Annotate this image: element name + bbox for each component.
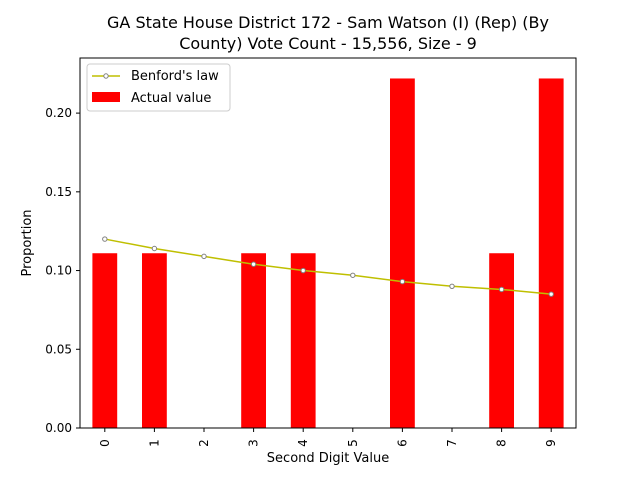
benford-point-digit-5 bbox=[350, 272, 356, 278]
legend-frame bbox=[86, 63, 231, 112]
y-tick-label: 0.00 bbox=[45, 421, 72, 435]
x-tick-label: 6 bbox=[395, 439, 409, 447]
benford-point-digit-3 bbox=[250, 261, 257, 267]
plot-frame bbox=[79, 57, 577, 429]
legend-label-benford: Benford's law bbox=[131, 69, 219, 84]
bar-series bbox=[92, 78, 564, 429]
x-tick-label: 1 bbox=[147, 439, 161, 447]
x-tick-label: 9 bbox=[544, 439, 558, 447]
bar-digit-8 bbox=[489, 253, 514, 428]
y-axis-label: Proportion bbox=[20, 209, 35, 276]
x-tick-label: 3 bbox=[247, 439, 261, 447]
y-tick-label: 0.10 bbox=[45, 264, 72, 278]
chart-title-line-2: County) Vote Count - 15,556, Size - 9 bbox=[179, 34, 477, 53]
y-tick-label: 0.15 bbox=[45, 185, 72, 199]
bar-digit-0 bbox=[92, 253, 118, 428]
x-axis-label: Second Digit Value bbox=[267, 451, 389, 466]
benford-point-digit-4 bbox=[300, 267, 306, 274]
x-tick-label: 7 bbox=[445, 439, 459, 447]
benford-point-digit-6 bbox=[399, 278, 406, 285]
bar-digit-3 bbox=[241, 253, 266, 428]
bar-digit-4 bbox=[290, 253, 316, 428]
legend: Benford's law Actual value bbox=[86, 63, 231, 112]
y-tick-label: 0.20 bbox=[45, 106, 72, 120]
benford-point-digit-2 bbox=[201, 253, 207, 260]
bar-digit-9 bbox=[538, 78, 564, 429]
y-tick-label: 0.05 bbox=[45, 342, 72, 356]
benford-point-digit-0 bbox=[102, 236, 108, 242]
benford-line bbox=[104, 238, 552, 295]
benford-point-digit-1 bbox=[151, 245, 158, 252]
x-tick-label: 8 bbox=[495, 439, 509, 447]
benford-point-digit-7 bbox=[449, 283, 455, 289]
chart-title-line-1: GA State House District 172 - Sam Watson… bbox=[107, 13, 549, 32]
legend-swatch-actual-bar bbox=[92, 92, 120, 102]
x-axis: 0 1 2 3 4 5 6 7 8 9 bbox=[98, 428, 558, 447]
bar-digit-6 bbox=[390, 78, 415, 429]
benford-point-digit-9 bbox=[548, 291, 554, 297]
bar-digit-1 bbox=[142, 253, 167, 428]
benford-point-digit-8 bbox=[498, 286, 505, 293]
benford-line-series bbox=[102, 236, 554, 297]
x-tick-label: 2 bbox=[197, 439, 211, 447]
legend-swatch-benford-marker bbox=[103, 73, 109, 79]
x-tick-label: 4 bbox=[296, 439, 310, 447]
x-tick-label: 5 bbox=[346, 439, 360, 447]
x-tick-label: 0 bbox=[98, 439, 112, 447]
y-axis: 0.00 0.05 0.10 0.15 0.20 bbox=[45, 106, 80, 435]
legend-label-actual: Actual value bbox=[131, 91, 211, 106]
